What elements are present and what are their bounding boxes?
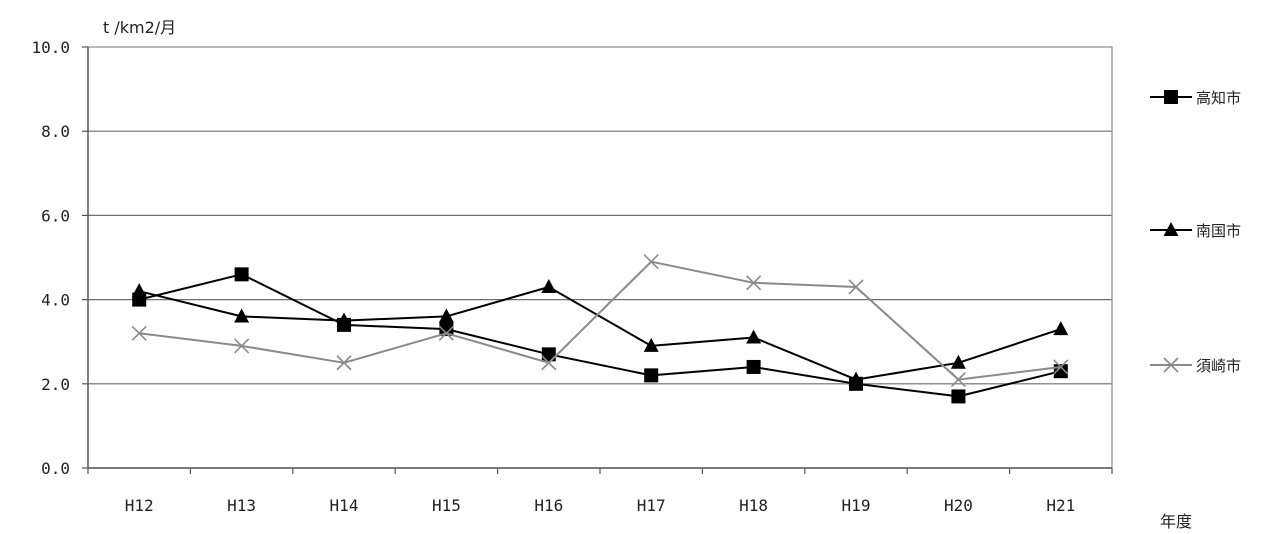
legend-swatch-marker (1163, 357, 1179, 373)
data-point-marker (950, 354, 966, 369)
data-point-marker (950, 372, 966, 388)
series-line (138, 286, 1062, 381)
data-point-marker (1053, 359, 1069, 375)
series-line (138, 273, 1062, 398)
data-point-marker (234, 338, 250, 354)
series-line (139, 260, 1061, 381)
series-3 (131, 254, 1069, 388)
data-point-marker (234, 308, 250, 323)
data-point-marker (644, 368, 659, 383)
data-point-marker (848, 371, 864, 386)
x-tick-label: H16 (534, 496, 563, 515)
legend-entry: 高知市 (1150, 89, 1241, 107)
gridlines (88, 130, 1112, 385)
x-tick-label: H19 (842, 496, 871, 515)
x-tick-label: H14 (330, 496, 359, 515)
data-point-marker (1053, 321, 1069, 336)
y-tick-label: 6.0 (41, 206, 70, 225)
y-tick-label: 2.0 (41, 375, 70, 394)
data-point-marker (438, 325, 454, 341)
legend-label: 高知市 (1196, 89, 1241, 107)
data-point-marker (131, 325, 147, 341)
series-2 (131, 278, 1069, 386)
x-tick-label: H18 (739, 496, 768, 515)
data-point-marker (746, 329, 762, 344)
data-point-marker (336, 312, 352, 327)
legend-label: 南国市 (1196, 222, 1241, 240)
data-point-marker (848, 279, 864, 295)
y-tick-label: 10.0 (31, 38, 70, 57)
data-point-marker (541, 355, 557, 371)
data-point-marker (643, 337, 659, 352)
y-tick-label: 8.0 (41, 122, 70, 141)
axes: 0.0 2.0 4.0 6.0 8.0 10.0 H12 H13 H14 H15 H16 H17 H18… (31, 38, 1113, 515)
legend-label: 須崎市 (1196, 357, 1241, 375)
data-point-marker (746, 359, 761, 374)
x-tick-label: H13 (227, 496, 256, 515)
y-axis-title: t /km2/月 (103, 18, 176, 37)
series-layer (131, 254, 1069, 404)
x-tick-label: H17 (637, 496, 666, 515)
data-point-marker (438, 308, 454, 323)
data-point-marker (541, 347, 556, 362)
data-point-marker (951, 389, 966, 404)
x-tick-label: H20 (944, 496, 973, 515)
legend-swatch-marker (1163, 222, 1179, 236)
y-tick-label: 4.0 (41, 291, 70, 310)
x-tick-label: H21 (1046, 496, 1075, 515)
y-tick-label: 0.0 (41, 459, 70, 478)
x-tick-label: H12 (125, 496, 154, 515)
data-point-marker (541, 278, 557, 293)
legend-entry: 須崎市 (1150, 357, 1241, 375)
legend-swatch-marker (1164, 90, 1178, 104)
x-axis-title: 年度 (1160, 512, 1192, 531)
data-point-marker (234, 267, 249, 282)
data-point-marker (643, 254, 659, 270)
data-point-marker (439, 322, 454, 337)
data-point-marker (336, 355, 352, 371)
x-tick-label: H15 (432, 496, 461, 515)
legend-entry: 南国市 (1150, 222, 1241, 240)
data-point-marker (131, 283, 147, 298)
data-point-marker (746, 275, 762, 291)
